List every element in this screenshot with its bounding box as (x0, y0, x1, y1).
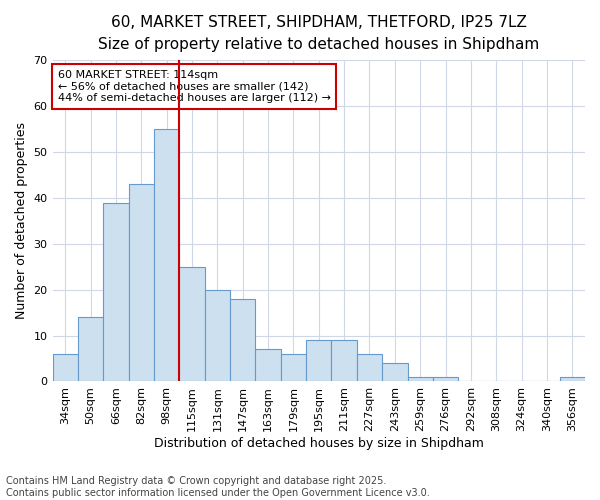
Bar (154, 129, 179, 382)
Bar (128, 184, 154, 382)
Bar (179, 267, 205, 382)
Y-axis label: Number of detached properties: Number of detached properties (15, 122, 28, 320)
Bar (53, 354, 78, 382)
Bar (306, 340, 331, 382)
Text: 60 MARKET STREET: 114sqm
← 56% of detached houses are smaller (142)
44% of semi-: 60 MARKET STREET: 114sqm ← 56% of detach… (58, 70, 331, 103)
Bar (256, 350, 281, 382)
Bar (407, 377, 433, 382)
Title: 60, MARKET STREET, SHIPDHAM, THETFORD, IP25 7LZ
Size of property relative to det: 60, MARKET STREET, SHIPDHAM, THETFORD, I… (98, 15, 539, 52)
Bar (205, 290, 230, 382)
Bar (103, 202, 128, 382)
Bar (281, 354, 306, 382)
Text: Contains HM Land Registry data © Crown copyright and database right 2025.
Contai: Contains HM Land Registry data © Crown c… (6, 476, 430, 498)
Bar (560, 377, 585, 382)
Bar (382, 363, 407, 382)
Bar (78, 317, 103, 382)
Bar (331, 340, 357, 382)
Bar (230, 299, 256, 382)
Bar (357, 354, 382, 382)
Bar (433, 377, 458, 382)
X-axis label: Distribution of detached houses by size in Shipdham: Distribution of detached houses by size … (154, 437, 484, 450)
